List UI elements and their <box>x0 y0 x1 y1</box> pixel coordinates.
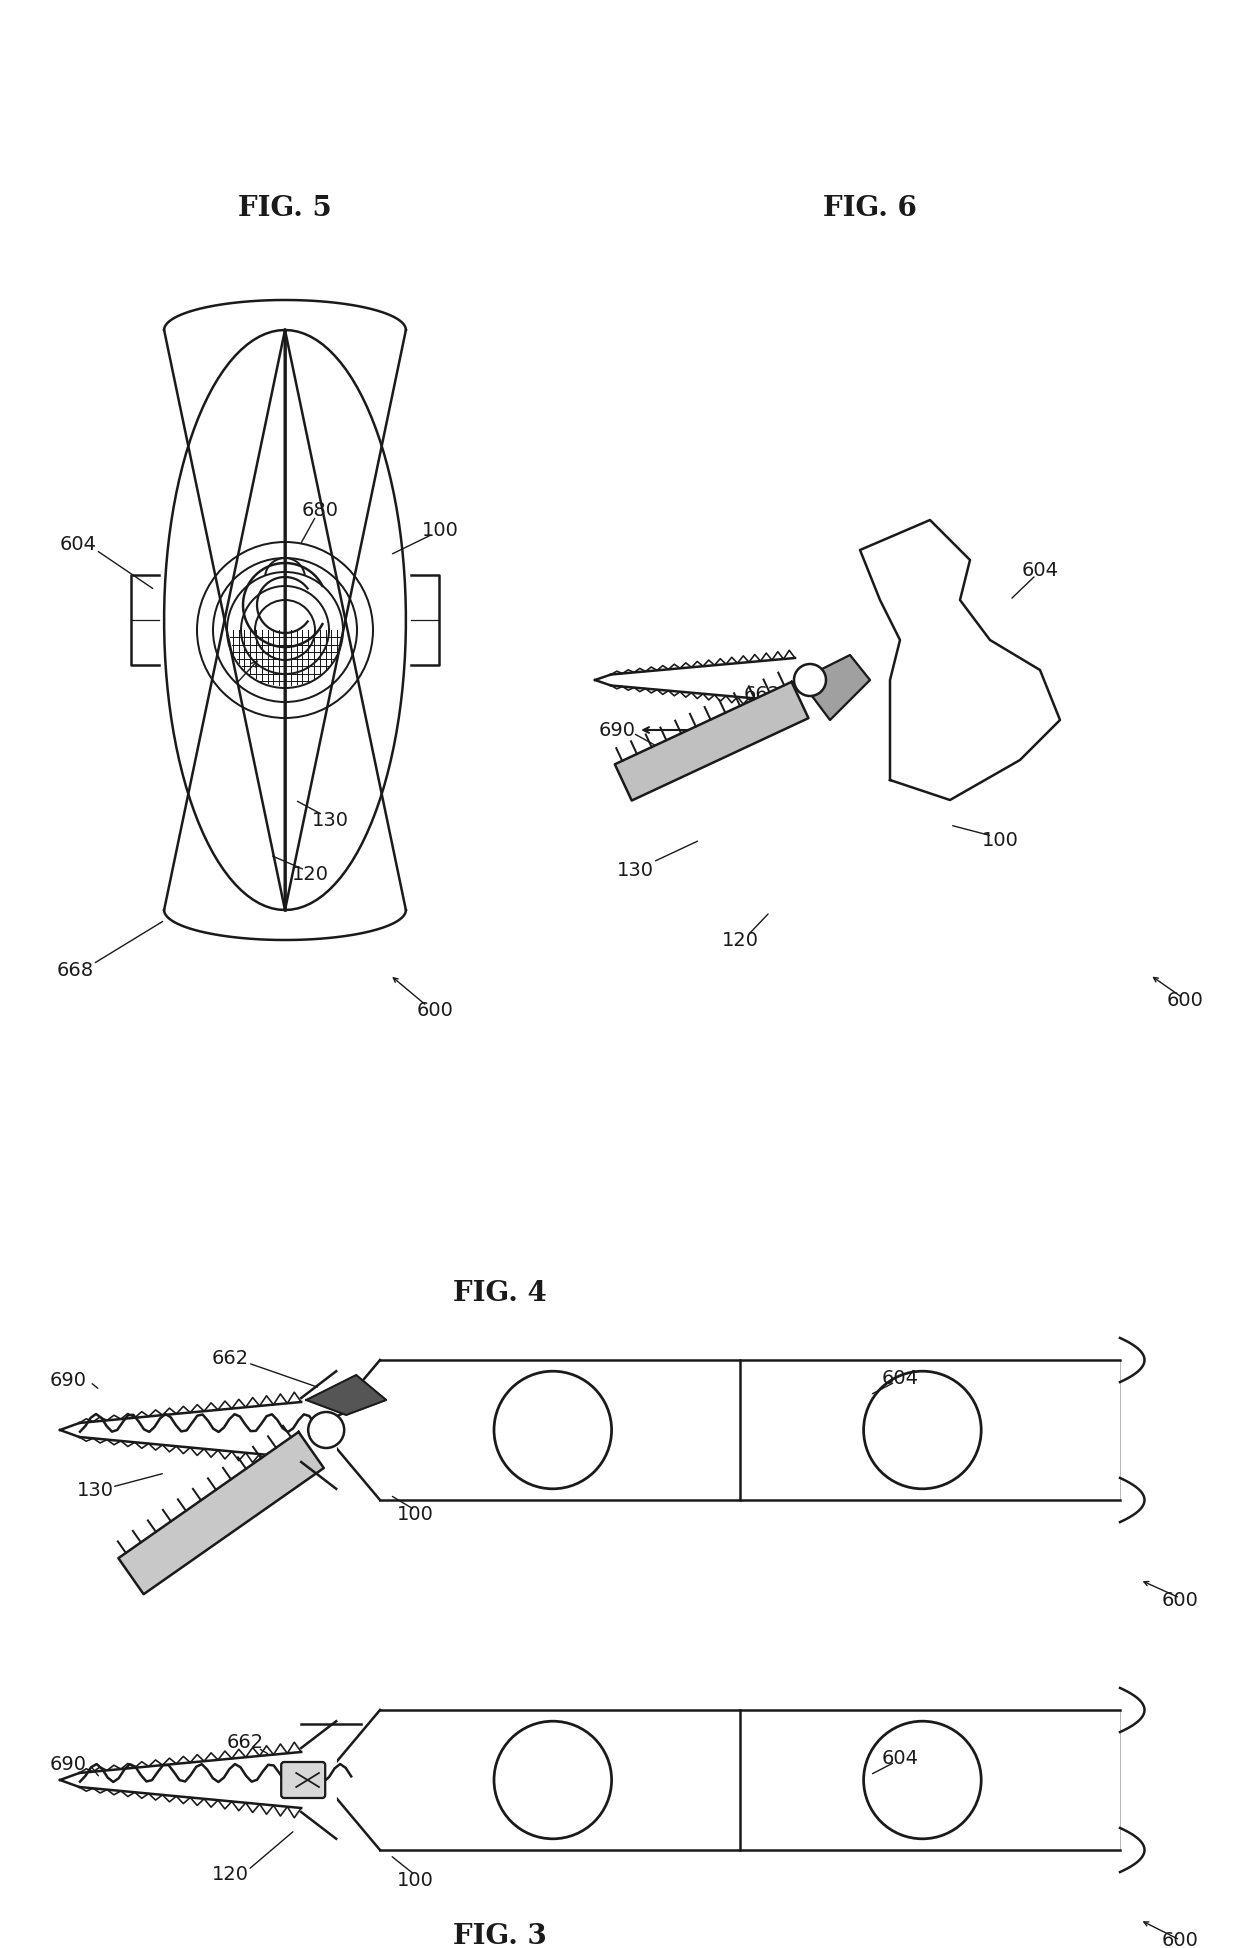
Text: 100: 100 <box>397 1870 434 1890</box>
Ellipse shape <box>863 1722 981 1839</box>
Text: 120: 120 <box>196 1521 233 1539</box>
Polygon shape <box>79 1751 301 1808</box>
Polygon shape <box>79 1403 301 1457</box>
Polygon shape <box>164 329 405 910</box>
Text: 130: 130 <box>77 1480 114 1500</box>
Polygon shape <box>861 520 1060 801</box>
Text: FIG. 3: FIG. 3 <box>453 1923 547 1948</box>
Ellipse shape <box>494 1722 611 1839</box>
Ellipse shape <box>863 1371 981 1488</box>
Text: 604: 604 <box>1022 561 1059 579</box>
Text: 662: 662 <box>744 686 780 705</box>
Text: 120: 120 <box>291 865 329 884</box>
Polygon shape <box>321 1360 1120 1500</box>
Text: 680: 680 <box>301 501 339 520</box>
Text: 604: 604 <box>882 1749 919 1767</box>
Polygon shape <box>301 1722 336 1839</box>
Text: 662: 662 <box>227 1732 264 1751</box>
Circle shape <box>794 664 826 695</box>
Polygon shape <box>1120 1338 1145 1381</box>
Circle shape <box>309 1412 345 1447</box>
Text: FIG. 4: FIG. 4 <box>453 1280 547 1307</box>
Text: 600: 600 <box>1167 990 1204 1009</box>
Polygon shape <box>118 1432 324 1593</box>
Text: 600: 600 <box>1162 1930 1198 1948</box>
Text: 690: 690 <box>599 721 635 740</box>
Text: 600: 600 <box>417 1001 454 1019</box>
Polygon shape <box>1120 1689 1145 1732</box>
Polygon shape <box>615 682 808 801</box>
Polygon shape <box>1120 1479 1145 1521</box>
Text: FIG. 6: FIG. 6 <box>823 195 916 222</box>
Text: 100: 100 <box>422 520 459 540</box>
Text: 130: 130 <box>616 861 653 879</box>
Text: 668: 668 <box>57 960 93 980</box>
Ellipse shape <box>494 1371 611 1488</box>
Polygon shape <box>301 1371 336 1488</box>
Polygon shape <box>321 1710 1120 1851</box>
Text: 604: 604 <box>60 536 97 555</box>
Polygon shape <box>1120 1827 1145 1872</box>
Polygon shape <box>306 1375 386 1414</box>
Text: 600: 600 <box>1162 1590 1198 1609</box>
Polygon shape <box>800 655 870 721</box>
Text: FIG. 5: FIG. 5 <box>238 195 332 222</box>
Text: 120: 120 <box>212 1866 248 1884</box>
Polygon shape <box>611 658 795 701</box>
Text: 100: 100 <box>397 1506 434 1525</box>
Text: 662: 662 <box>212 1348 248 1367</box>
FancyBboxPatch shape <box>281 1763 325 1798</box>
Text: 604: 604 <box>882 1369 919 1387</box>
Text: 100: 100 <box>982 830 1018 849</box>
Text: 120: 120 <box>722 931 759 949</box>
Text: 130: 130 <box>311 810 348 830</box>
Text: 690: 690 <box>50 1755 87 1775</box>
Text: 690: 690 <box>50 1371 87 1389</box>
